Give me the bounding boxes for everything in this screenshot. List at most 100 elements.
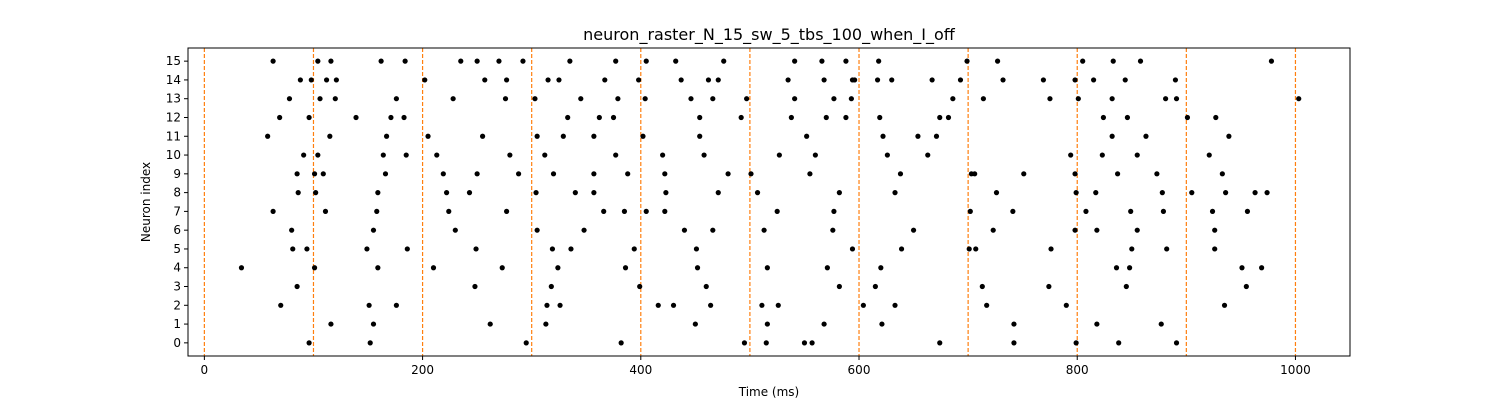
spike-n14-22: [1000, 77, 1006, 83]
spike-n15-8: [520, 58, 526, 64]
spike-n6-6: [710, 227, 716, 233]
x-tick-label-5: 1000: [1280, 363, 1311, 377]
spike-n15-9: [567, 58, 573, 64]
spike-n13-18: [1047, 96, 1053, 102]
spike-n12-6: [596, 114, 602, 121]
spike-n12-17: [1124, 114, 1131, 121]
spike-n10-0: [301, 152, 307, 158]
spike-n13-6: [532, 96, 538, 102]
spike-n8-2: [375, 190, 381, 196]
spike-n1-5: [764, 321, 770, 327]
spike-n2-14: [1221, 302, 1228, 308]
spike-n14-18: [874, 77, 881, 83]
spike-n13-19: [1075, 96, 1081, 102]
spike-n10-11: [812, 152, 818, 158]
spike-n14-10: [636, 77, 642, 83]
spike-n12-10: [788, 114, 794, 121]
plot-area-frame: [187, 47, 1351, 357]
spike-n6-3: [534, 227, 540, 233]
y-tick-label-1: 1: [173, 317, 181, 331]
spike-n9-14: [897, 171, 904, 177]
spike-n12-1: [306, 114, 312, 121]
spike-n13-0: [286, 96, 293, 102]
spike-n6-4: [581, 227, 587, 233]
spike-n2-9: [775, 302, 781, 308]
spike-n8-11: [836, 190, 842, 196]
spike-n0-4: [741, 340, 748, 346]
spike-n9-18: [1072, 171, 1078, 177]
spike-n15-16: [843, 58, 849, 64]
spike-n7-1: [322, 208, 329, 214]
spike-n7-8: [662, 208, 668, 214]
spike-n13-20: [1109, 96, 1115, 102]
spike-n8-7: [591, 190, 597, 196]
x-tick-label-1: 200: [411, 363, 434, 377]
y-tick-label-8: 8: [173, 186, 181, 200]
time-bin-boundaries: [203, 48, 1297, 356]
spike-n15-12: [673, 58, 679, 64]
spike-n8-4: [466, 190, 473, 196]
spike-n12-14: [937, 114, 943, 121]
spike-n6-5: [681, 227, 688, 233]
spike-n14-13: [715, 77, 721, 83]
spike-n13-9: [642, 96, 648, 102]
spike-n15-17: [876, 58, 882, 64]
spike-n4-14: [1259, 265, 1265, 271]
spike-n12-18: [1184, 114, 1191, 121]
y-tick-label-10: 10: [166, 148, 181, 162]
spike-n14-14: [785, 77, 791, 83]
spike-n1-6: [821, 321, 827, 327]
spike-n11-11: [880, 133, 886, 139]
spike-n13-3: [393, 96, 399, 102]
spike-n4-13: [1239, 265, 1245, 271]
spike-n7-16: [1209, 208, 1216, 214]
spike-n5-9: [849, 246, 856, 252]
spike-n9-8: [591, 171, 597, 177]
spike-n9-12: [748, 171, 754, 177]
spike-n14-25: [1090, 77, 1097, 83]
spike-n8-13: [993, 190, 1000, 196]
spike-n13-17: [980, 96, 986, 102]
y-tick-label-11: 11: [166, 129, 181, 143]
x-tick-label-4: 800: [1066, 363, 1089, 377]
x-tick-label-0: 0: [201, 363, 209, 377]
spike-n1-3: [543, 321, 549, 327]
spike-n12-15: [945, 114, 952, 121]
spike-n10-12: [884, 152, 890, 158]
spike-n4-2: [375, 265, 381, 271]
spike-n5-14: [1129, 246, 1135, 252]
spike-n8-3: [443, 190, 450, 196]
spike-n6-11: [1072, 227, 1078, 233]
spike-n10-14: [1068, 152, 1074, 158]
spike-n4-6: [622, 265, 629, 271]
spike-n13-11: [710, 96, 716, 102]
spike-n14-7: [545, 77, 551, 83]
spike-n11-2: [383, 133, 390, 139]
y-tick-label-15: 15: [166, 54, 181, 68]
spike-n10-9: [701, 152, 707, 158]
spike-n9-2: [320, 171, 326, 177]
spike-n10-16: [1134, 152, 1140, 158]
spike-n14-9: [602, 77, 608, 83]
y-tick-label-0: 0: [173, 336, 181, 350]
spike-n5-4: [473, 246, 479, 252]
spike-n8-14: [1073, 190, 1079, 196]
spike-n7-15: [1160, 208, 1167, 214]
spike-n8-1: [313, 190, 319, 196]
spike-n5-0: [290, 246, 296, 252]
spike-n8-17: [1189, 190, 1195, 196]
spike-n14-5: [482, 77, 488, 83]
spike-n2-0: [278, 302, 284, 308]
spike-n9-17: [1021, 171, 1027, 177]
spike-n7-11: [967, 208, 973, 214]
spike-n15-5: [458, 58, 464, 64]
spike-n13-15: [848, 96, 854, 102]
spike-n2-4: [557, 302, 563, 308]
spike-n0-0: [306, 340, 312, 346]
spike-n4-12: [1127, 265, 1133, 271]
spike-n10-17: [1206, 152, 1212, 158]
spike-n14-0: [297, 77, 303, 83]
spike-n5-2: [364, 246, 370, 252]
spike-n7-13: [1083, 208, 1089, 214]
spike-n5-15: [1164, 246, 1170, 252]
